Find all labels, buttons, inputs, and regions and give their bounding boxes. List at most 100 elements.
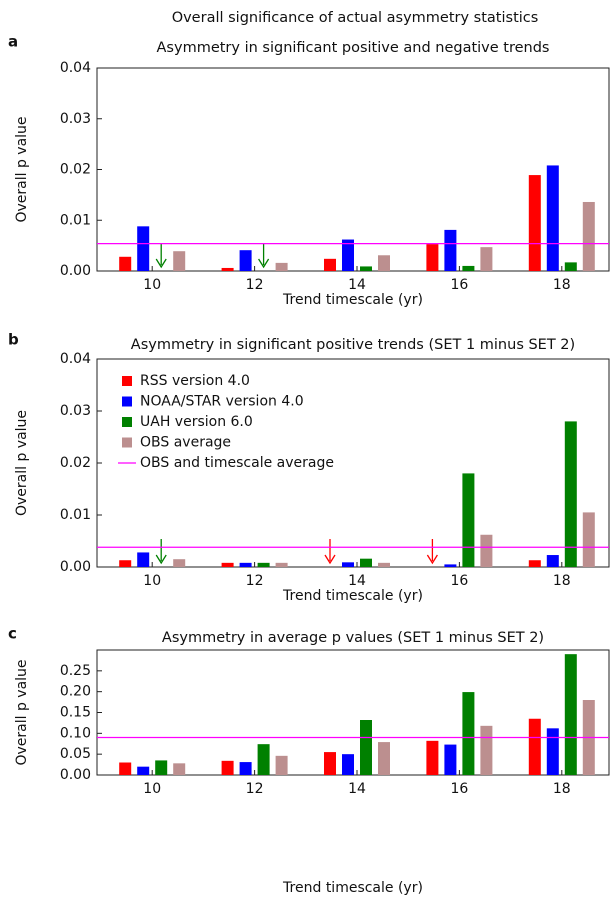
y-tick-label: 0.02: [60, 455, 91, 471]
bar: [173, 251, 186, 271]
bar: [137, 766, 150, 775]
bar: [137, 552, 150, 567]
y-tick-label: 0.03: [60, 111, 91, 127]
panel-title: Asymmetry in significant positive trends…: [131, 337, 575, 353]
x-tick-label: 12: [246, 573, 264, 589]
bar: [378, 562, 390, 567]
bar: [221, 760, 234, 775]
x-tick-label: 14: [348, 573, 366, 589]
bar: [119, 560, 132, 567]
bar: [119, 762, 132, 775]
y-axis-label: Overall p value: [14, 410, 30, 516]
legend-label: RSS version 4.0: [140, 373, 250, 389]
bar: [342, 239, 354, 271]
bar: [378, 255, 390, 271]
bar: [378, 742, 390, 775]
y-tick-label: 0.01: [60, 212, 91, 228]
bar: [546, 728, 559, 775]
bar: [462, 265, 475, 271]
y-tick-label: 0.10: [60, 725, 91, 741]
panel-title: Asymmetry in significant positive and ne…: [157, 40, 550, 56]
bar: [239, 562, 252, 567]
legend-swatch: [122, 376, 132, 386]
bar: [275, 562, 288, 567]
bar: [426, 740, 439, 775]
legend-label: UAH version 6.0: [140, 414, 253, 430]
bar: [221, 562, 234, 567]
x-axis-label: Trend timescale (yr): [282, 588, 423, 604]
bar: [360, 558, 372, 567]
y-tick-label: 0.01: [60, 507, 91, 523]
zero-arrow-head: [155, 554, 167, 565]
y-tick-label: 0.02: [60, 162, 91, 178]
x-tick-label: 10: [143, 573, 161, 589]
y-tick-label: 0.05: [60, 746, 91, 762]
x-axis-label: Trend timescale (yr): [282, 880, 423, 896]
y-tick-label: 0.00: [60, 559, 91, 575]
y-tick-label: 0.00: [60, 767, 91, 783]
bar: [257, 562, 270, 567]
bar: [582, 512, 595, 567]
bar: [528, 175, 541, 271]
x-tick-label: 10: [143, 277, 161, 293]
x-tick-label: 16: [450, 277, 468, 293]
zero-arrow-head: [426, 554, 438, 565]
y-tick-label: 0.03: [60, 403, 91, 419]
bar: [462, 692, 475, 775]
x-tick-label: 18: [553, 573, 571, 589]
bar: [546, 165, 559, 271]
y-tick-label: 0.04: [60, 351, 91, 367]
zero-arrow-head: [324, 554, 336, 565]
panel-letter: b: [8, 331, 19, 349]
figure-title: Overall significance of actual asymmetry…: [172, 10, 539, 26]
bar: [528, 560, 541, 567]
bar: [275, 755, 288, 775]
bar: [257, 744, 270, 775]
x-tick-label: 16: [450, 781, 468, 797]
y-tick-label: 0.25: [60, 663, 91, 679]
bar: [275, 262, 288, 271]
bar: [462, 473, 475, 567]
x-tick-label: 18: [553, 277, 571, 293]
bar: [528, 718, 541, 775]
y-tick-label: 0.00: [60, 263, 91, 279]
legend-label: OBS and timescale average: [140, 455, 334, 471]
bar: [173, 763, 186, 775]
x-tick-label: 14: [348, 781, 366, 797]
bar: [119, 256, 132, 271]
bar: [564, 262, 577, 271]
x-tick-label: 18: [553, 781, 571, 797]
x-tick-label: 14: [348, 277, 366, 293]
panel-title: Asymmetry in average p values (SET 1 min…: [162, 630, 544, 646]
bar: [239, 762, 252, 775]
bar: [342, 754, 354, 775]
zero-arrow-head: [258, 258, 270, 269]
y-axis-label: Overall p value: [14, 116, 30, 222]
bar: [155, 760, 168, 775]
bar: [342, 562, 354, 567]
bar: [444, 744, 457, 775]
bar: [480, 725, 493, 775]
zero-arrow-head: [155, 258, 167, 269]
bar: [480, 247, 493, 271]
y-tick-label: 0.20: [60, 684, 91, 700]
bar: [546, 555, 559, 567]
x-tick-label: 16: [450, 573, 468, 589]
bar: [360, 266, 372, 271]
bar: [564, 421, 577, 567]
y-tick-label: 0.15: [60, 705, 91, 721]
legend-swatch: [122, 437, 132, 448]
bar: [444, 229, 457, 271]
legend-swatch: [122, 417, 132, 427]
x-tick-label: 12: [246, 781, 264, 797]
panel-letter: c: [8, 625, 17, 643]
legend-label: OBS average: [140, 435, 231, 451]
bar: [480, 534, 493, 567]
legend-swatch: [122, 396, 132, 407]
y-axis-label: Overall p value: [14, 659, 30, 765]
bar: [426, 244, 439, 271]
x-tick-label: 12: [246, 277, 264, 293]
bar: [173, 559, 186, 567]
bar: [564, 654, 577, 775]
